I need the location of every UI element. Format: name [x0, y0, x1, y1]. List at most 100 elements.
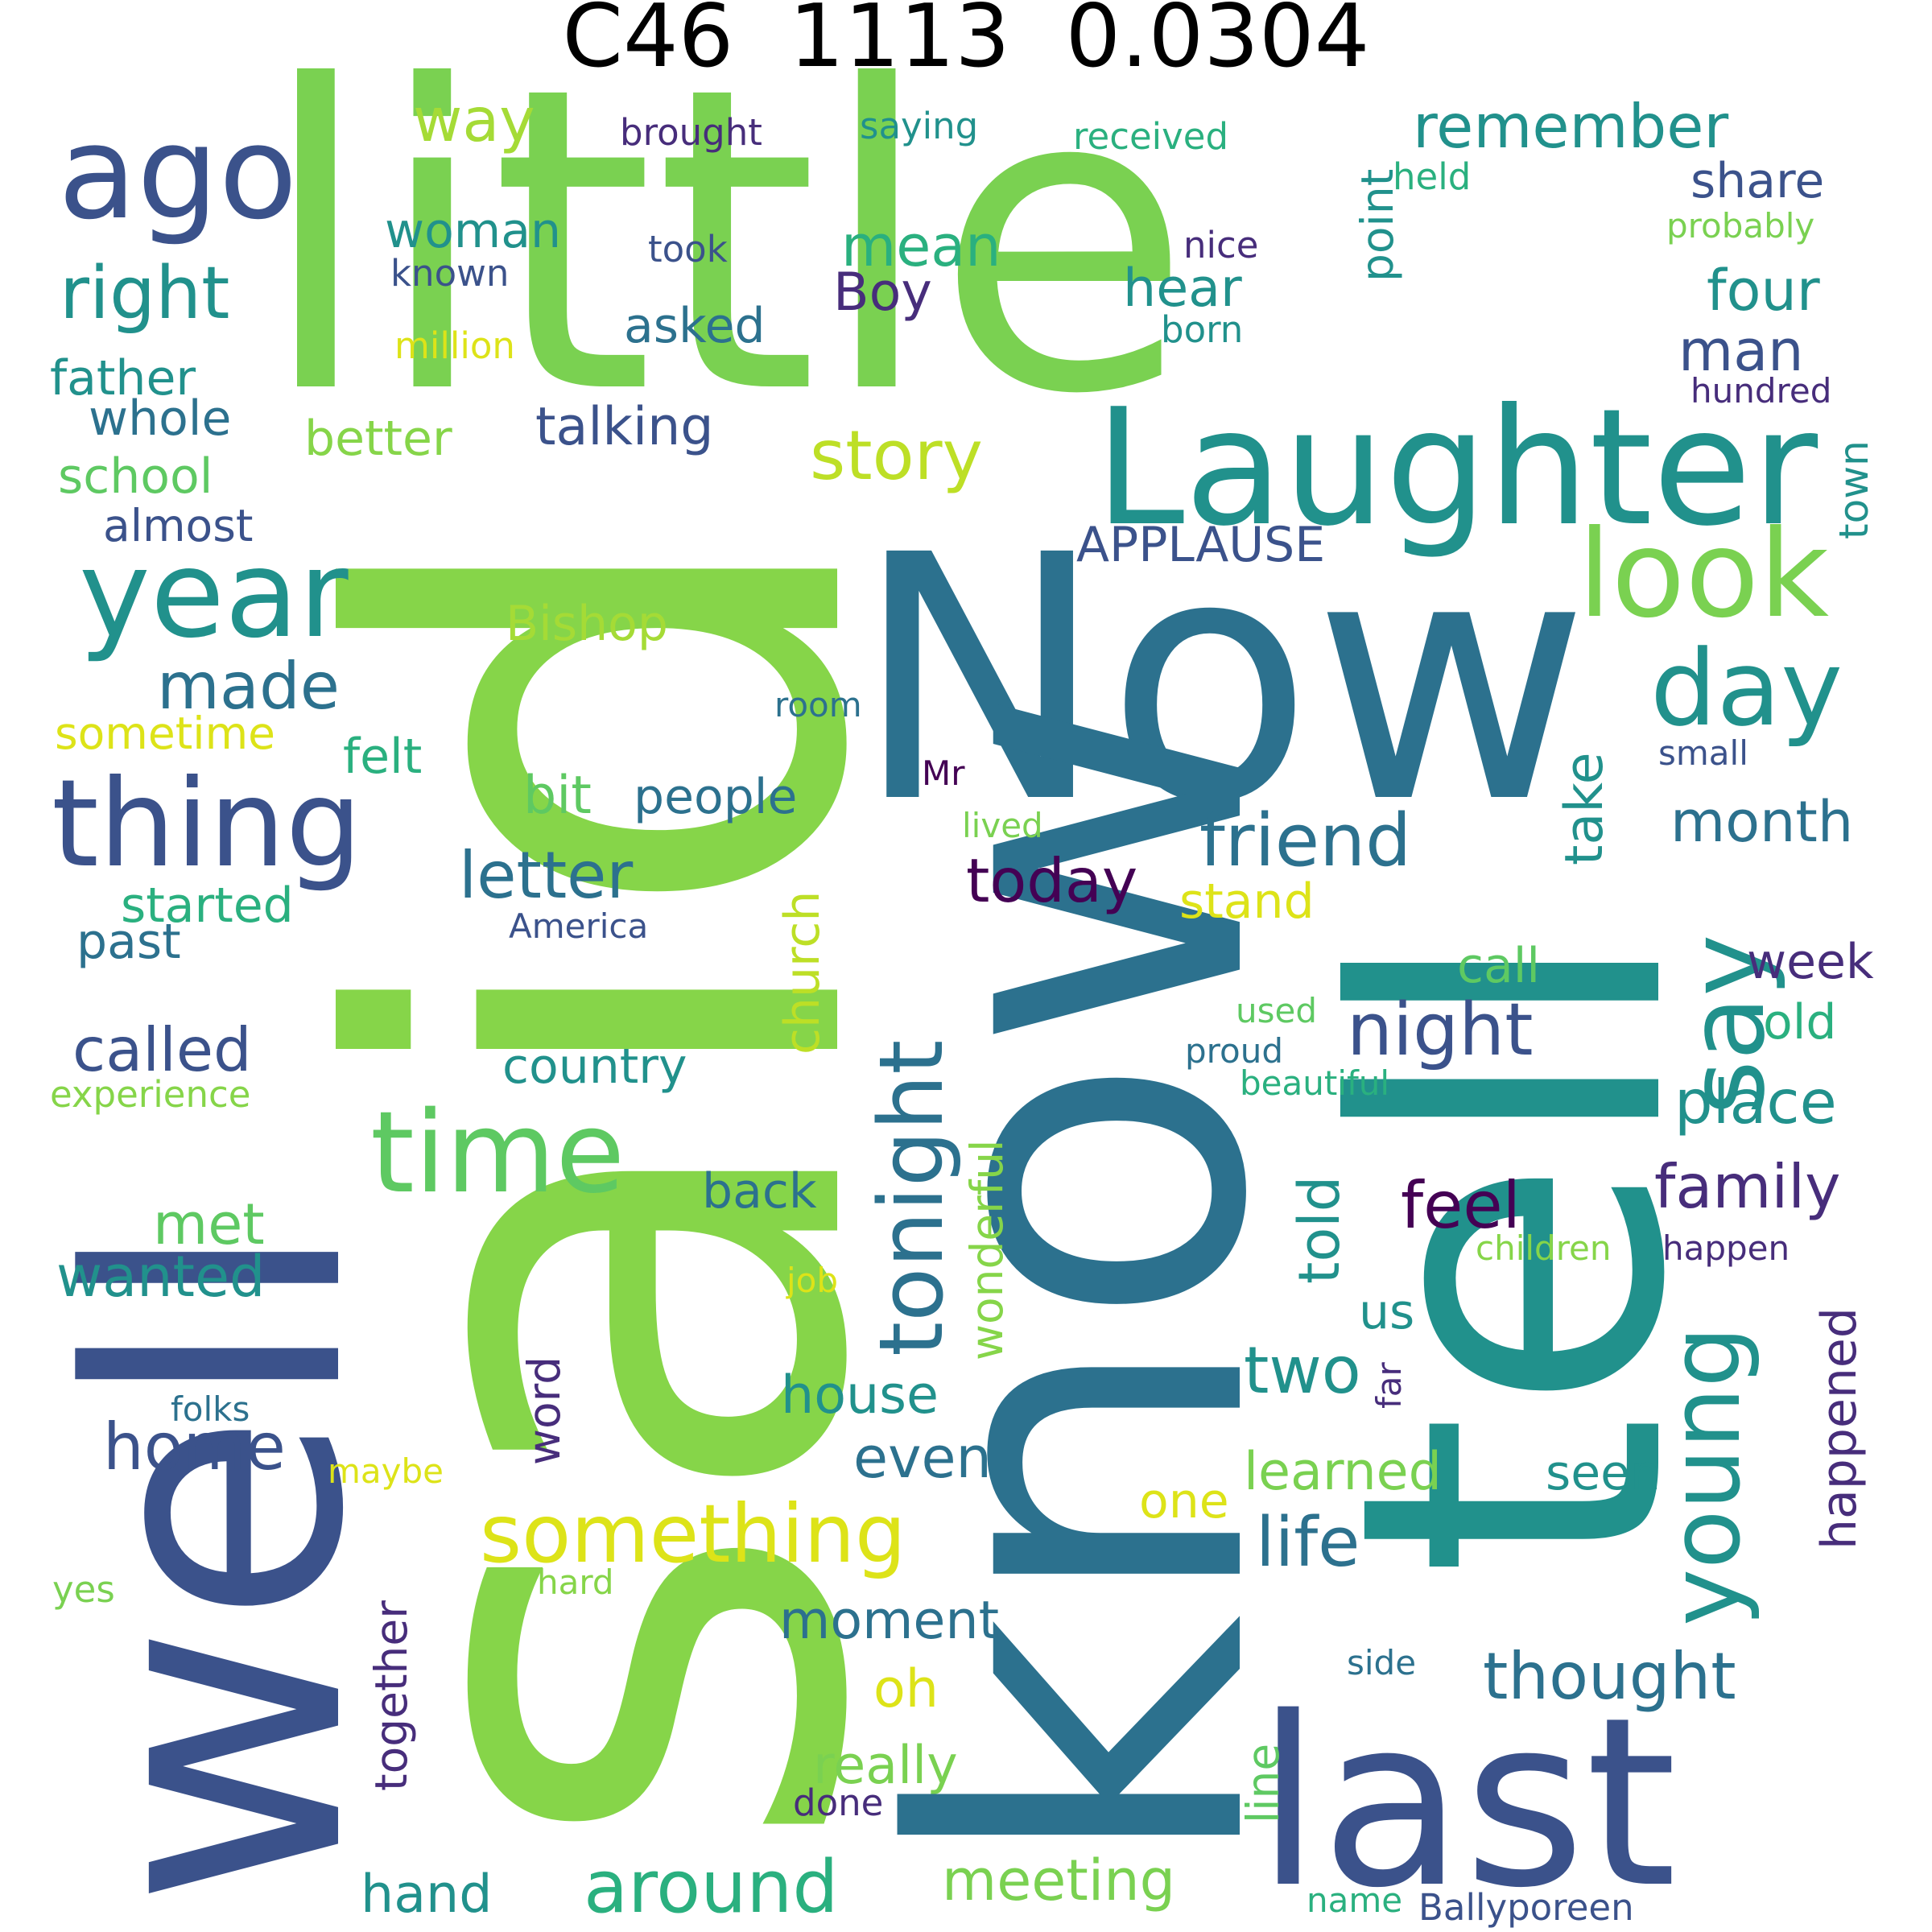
- word-hundred: hundred: [1690, 371, 1831, 411]
- word-young: young: [1650, 1326, 1762, 1626]
- word-old: old: [1763, 994, 1836, 1051]
- word-letter: letter: [459, 838, 633, 913]
- word-country: country: [502, 1038, 687, 1095]
- word-started: started: [121, 877, 294, 934]
- word-almost: almost: [103, 500, 253, 551]
- word-really: really: [813, 1736, 958, 1796]
- word-job: job: [786, 1261, 838, 1300]
- word-night: night: [1347, 988, 1534, 1072]
- word-stand: stand: [1179, 873, 1315, 930]
- word-story: story: [810, 416, 983, 496]
- word-lived: lived: [962, 806, 1043, 845]
- word-thing: thing: [52, 754, 362, 894]
- word-say: say: [1666, 935, 1788, 1115]
- word-took: took: [648, 228, 728, 270]
- word-together: together: [365, 1600, 417, 1791]
- word-four: four: [1707, 258, 1820, 324]
- word-place: place: [1674, 1067, 1837, 1137]
- word-thought: thought: [1483, 1639, 1736, 1714]
- word-church: church: [774, 891, 831, 1055]
- word-saying: saying: [860, 105, 978, 147]
- word-met: met: [153, 1191, 265, 1257]
- word-children: children: [1476, 1228, 1612, 1268]
- word-side: side: [1347, 1643, 1416, 1682]
- word-house: house: [781, 1365, 939, 1426]
- word-call: call: [1457, 938, 1540, 994]
- word-sometime: sometime: [55, 708, 275, 759]
- word-folks: folks: [171, 1389, 250, 1429]
- word-something: something: [480, 1487, 906, 1581]
- word-school: school: [58, 448, 213, 505]
- word-room: room: [774, 685, 862, 724]
- word-brought: brought: [620, 111, 762, 154]
- word-life: life: [1256, 1503, 1360, 1583]
- word-take: take: [1554, 752, 1615, 865]
- word-word: word: [518, 1356, 570, 1465]
- word-received: received: [1073, 115, 1228, 158]
- word-hand: hand: [361, 1864, 492, 1925]
- word-asked: asked: [624, 298, 766, 354]
- word-america: America: [509, 906, 648, 946]
- word-family: family: [1654, 1151, 1840, 1222]
- word-right: right: [60, 251, 229, 336]
- word-probably: probably: [1666, 206, 1814, 246]
- word-past: past: [76, 914, 181, 970]
- word-nice: nice: [1183, 224, 1258, 266]
- word-happen: happen: [1662, 1228, 1790, 1268]
- word-oh: oh: [873, 1659, 939, 1719]
- word-far: far: [1369, 1361, 1409, 1409]
- word-applause: APPLAUSE: [1076, 517, 1325, 573]
- word-well: well: [18, 1220, 420, 1908]
- word-held: held: [1393, 155, 1471, 198]
- word-day: day: [1650, 627, 1843, 749]
- word-experience: experience: [50, 1073, 250, 1116]
- word-home: home: [103, 1410, 286, 1484]
- word-know: know: [822, 684, 1347, 1876]
- word-yes: yes: [52, 1568, 115, 1611]
- word-point: point: [1352, 169, 1403, 282]
- word-hear: hear: [1123, 258, 1242, 319]
- word-year: year: [79, 525, 349, 665]
- word-boy: Boy: [833, 262, 932, 323]
- word-born: born: [1161, 308, 1243, 351]
- word-wonderful: wonderful: [961, 1140, 1013, 1360]
- word-look: look: [1578, 505, 1829, 645]
- word-friend: friend: [1199, 799, 1411, 883]
- word-little: little: [258, 0, 1192, 485]
- word-small: small: [1658, 733, 1748, 773]
- word-tonight: tonight: [860, 1040, 963, 1356]
- word-called: called: [72, 1014, 252, 1085]
- word-made: made: [157, 649, 340, 724]
- word-woman: woman: [385, 203, 561, 259]
- word-mean: mean: [841, 213, 1001, 279]
- word-bishop: Bishop: [506, 596, 668, 652]
- word-around: around: [584, 1845, 838, 1930]
- word-laughter: Laughter: [1095, 374, 1818, 562]
- word-hard: hard: [537, 1563, 614, 1602]
- word-now: Now: [853, 484, 1590, 877]
- word-way: way: [413, 85, 535, 155]
- word-ballyporeen: Ballyporeen: [1418, 1886, 1634, 1929]
- word-town: town: [1831, 440, 1877, 539]
- word-wanted: wanted: [56, 1244, 265, 1310]
- word-father: father: [50, 350, 196, 407]
- word-whole: whole: [89, 390, 231, 447]
- word-back: back: [702, 1163, 817, 1220]
- word-name: name: [1307, 1880, 1402, 1920]
- word-tell: tell: [1269, 923, 1757, 1578]
- word-felt: felt: [343, 729, 422, 785]
- word-last: last: [1256, 1668, 1677, 1932]
- word-share: share: [1690, 153, 1824, 209]
- word-moment: moment: [779, 1591, 999, 1651]
- word-feel: feel: [1401, 1168, 1521, 1243]
- word-time: time: [370, 1088, 625, 1219]
- word-week: week: [1747, 934, 1874, 990]
- word-man: man: [1678, 318, 1803, 384]
- word-month: month: [1670, 789, 1853, 855]
- word-mr: Mr: [922, 753, 965, 793]
- word-learned: learned: [1244, 1442, 1442, 1502]
- word-remember: remember: [1413, 91, 1728, 162]
- word-million: million: [394, 324, 515, 367]
- word-even: even: [853, 1425, 992, 1491]
